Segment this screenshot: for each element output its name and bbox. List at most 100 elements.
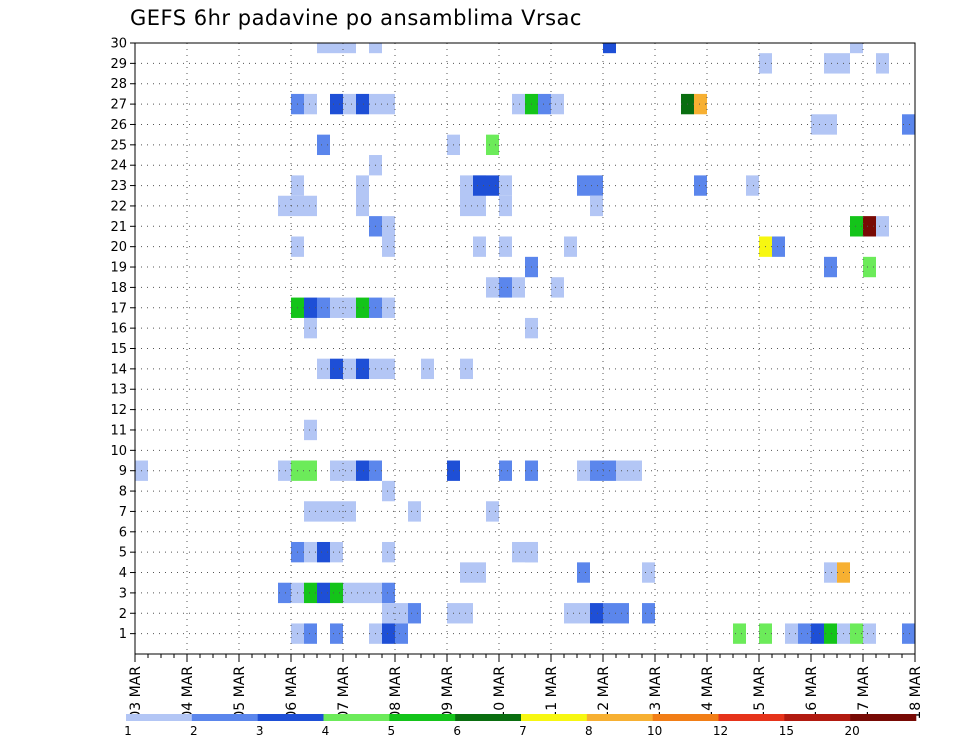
x-tick-label: 17 MAR xyxy=(856,666,872,720)
y-tick-label: 26 xyxy=(110,118,127,133)
colorbar-label: 12 xyxy=(713,724,728,738)
heatmap-cell xyxy=(317,358,330,380)
heatmap-cell xyxy=(551,277,564,298)
heatmap-cell xyxy=(863,623,876,644)
heatmap-cell xyxy=(642,603,655,624)
heatmap-cell xyxy=(694,175,707,196)
y-tick-label: 30 xyxy=(110,37,127,52)
heatmap-cell xyxy=(304,195,317,217)
heatmap-cell xyxy=(330,541,343,563)
x-tick-label: 08 MAR xyxy=(388,666,404,720)
heatmap-cell xyxy=(421,358,434,380)
heatmap-cell xyxy=(382,216,395,237)
heatmap-cell xyxy=(538,93,551,115)
x-tick-label: 10 MAR xyxy=(492,666,508,720)
heatmap-cell xyxy=(486,501,499,522)
heatmap-cell xyxy=(577,603,590,624)
heatmap-cell xyxy=(395,603,408,624)
heatmap-cell xyxy=(876,216,889,237)
heatmap-cell xyxy=(460,358,473,380)
colorbar-segment xyxy=(521,714,588,721)
heatmap-cell xyxy=(499,195,512,217)
heatmap-cell xyxy=(811,114,837,135)
y-tick-label: 15 xyxy=(110,342,127,357)
colorbar-segment xyxy=(126,714,193,721)
heatmap-cell xyxy=(304,501,356,522)
heatmap-cell xyxy=(785,623,798,644)
colorbar-label: 8 xyxy=(585,724,593,738)
heatmap-cell xyxy=(382,236,395,257)
heatmap-cell xyxy=(850,43,863,54)
heatmap-cell xyxy=(798,623,811,644)
heatmap-cell xyxy=(551,93,564,115)
heatmap-cell xyxy=(356,93,369,115)
heatmap-cell xyxy=(499,236,512,257)
colorbar-segment xyxy=(455,714,522,721)
x-tick-label: 03 MAR xyxy=(128,666,144,720)
x-tick-label: 11 MAR xyxy=(544,666,560,720)
heatmap-cell xyxy=(343,358,356,380)
y-tick-label: 9 xyxy=(119,464,127,479)
x-tick-label: 18 MAR xyxy=(908,666,924,720)
heatmap-cell xyxy=(343,582,356,604)
y-tick-label: 22 xyxy=(110,199,127,214)
y-tick-label: 3 xyxy=(119,586,127,601)
x-tick-label: 05 MAR xyxy=(232,666,248,720)
x-tick-label: 12 MAR xyxy=(596,666,612,720)
x-axis: 03 MAR 04 MAR 05 MAR 06 MAR 07 MAR 08 MAR 09 M… xyxy=(128,654,924,720)
y-tick-label: 21 xyxy=(110,220,127,235)
colorbar-segment xyxy=(850,714,917,721)
x-tick-label: 09 MAR xyxy=(440,666,456,720)
heatmap-cell xyxy=(460,562,486,583)
colorbar-segment xyxy=(784,714,851,721)
heatmap-cell xyxy=(512,93,525,115)
heatmap-cell xyxy=(317,134,330,156)
heatmap-cell xyxy=(408,603,421,624)
x-tick-label: 06 MAR xyxy=(284,666,300,720)
y-tick-label: 13 xyxy=(110,383,127,398)
colorbar-segment xyxy=(257,714,324,721)
heatmap-cell xyxy=(577,460,590,481)
heatmap-cell xyxy=(746,175,759,196)
colorbar-label: 1 xyxy=(124,724,132,738)
heatmap-cell xyxy=(772,236,785,257)
y-axis: 1234567891011121314151617181920212223242… xyxy=(110,37,135,642)
heatmap-cell xyxy=(863,216,876,237)
heatmap-cell xyxy=(304,623,317,644)
heatmap-cell xyxy=(304,317,317,339)
y-tick-label: 29 xyxy=(110,57,127,72)
heatmap-cell xyxy=(902,623,915,644)
heatmap-cell xyxy=(824,623,837,644)
heatmap-cell xyxy=(577,562,590,583)
heatmap-cell xyxy=(356,175,369,217)
y-tick-label: 14 xyxy=(110,362,127,377)
heatmap-cell xyxy=(499,460,512,481)
heatmap-cell xyxy=(486,134,499,156)
heatmap-cell xyxy=(330,358,343,380)
y-tick-label: 16 xyxy=(110,322,127,337)
heatmap-cell xyxy=(824,562,837,583)
y-tick-label: 5 xyxy=(119,546,127,561)
y-tick-label: 11 xyxy=(110,423,127,438)
heatmap-cell xyxy=(330,582,343,604)
y-tick-label: 12 xyxy=(110,403,127,418)
y-tick-label: 2 xyxy=(119,607,127,622)
x-tick-label: 07 MAR xyxy=(336,666,352,720)
heatmap-cell xyxy=(486,277,499,298)
heatmap-cell xyxy=(824,256,837,278)
y-tick-label: 4 xyxy=(119,566,127,581)
x-tick-label: 16 MAR xyxy=(804,666,820,720)
colorbar-label: 10 xyxy=(647,724,662,738)
heatmap-cell xyxy=(356,297,369,318)
heatmap-cell xyxy=(278,582,291,604)
y-tick-label: 24 xyxy=(110,159,127,174)
heatmap-cell xyxy=(850,216,863,237)
heatmap-cell xyxy=(382,480,395,502)
x-tick-label: 04 MAR xyxy=(180,666,196,720)
colorbar-segment xyxy=(323,714,390,721)
heatmap-cell xyxy=(317,582,330,604)
heatmap-cell xyxy=(317,43,343,54)
heatmap-cell xyxy=(382,603,395,624)
heatmap-cell xyxy=(343,93,356,115)
heatmap-cell xyxy=(330,460,356,481)
